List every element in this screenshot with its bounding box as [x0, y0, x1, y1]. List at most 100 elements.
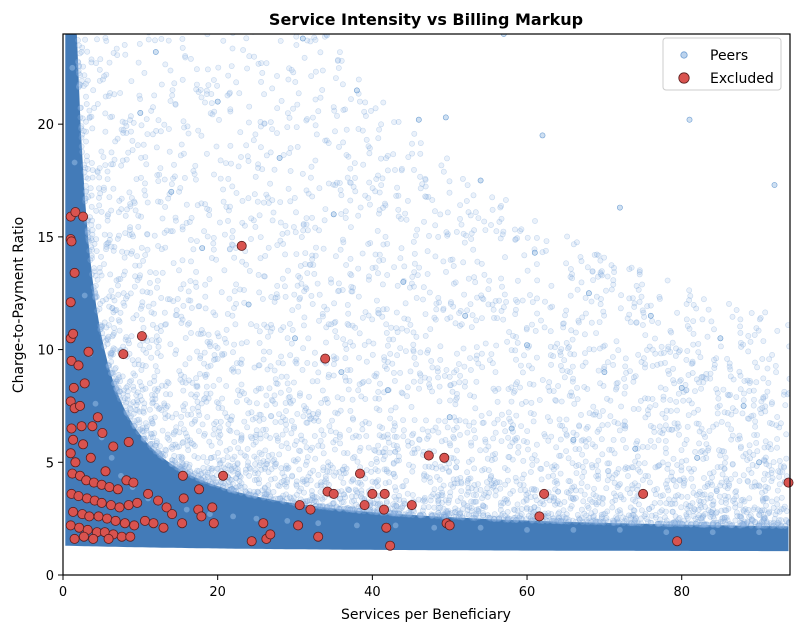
peers-point	[325, 463, 331, 470]
peers-point	[342, 377, 349, 384]
peers-point	[785, 519, 790, 526]
peers-point	[129, 420, 136, 427]
peers-point	[121, 254, 128, 261]
peers-point	[101, 343, 108, 350]
peers-point	[109, 347, 116, 354]
peers-point	[697, 449, 704, 455]
peers-point	[216, 376, 223, 383]
peers-point	[512, 236, 519, 243]
peers-point	[290, 105, 296, 112]
peers-point	[701, 296, 707, 303]
peers-point	[563, 339, 570, 346]
peers-point	[257, 234, 264, 240]
peers-point	[290, 397, 296, 404]
peers-point	[313, 131, 320, 138]
peers-point	[146, 406, 153, 413]
peers-point	[331, 319, 338, 326]
peers-point	[234, 470, 241, 477]
peers-point	[513, 334, 519, 340]
peers-point	[473, 352, 480, 359]
peers-point	[79, 115, 86, 122]
peers-point	[771, 182, 778, 188]
peers-point	[479, 420, 486, 426]
peers-point	[421, 494, 428, 501]
peers-point	[395, 206, 402, 213]
peers-point	[470, 491, 477, 498]
excluded-point	[294, 500, 305, 511]
peers-point	[365, 444, 372, 451]
peers-point	[267, 412, 274, 419]
peers-point	[311, 433, 318, 439]
peers-point	[106, 365, 113, 371]
peers-point	[740, 341, 746, 348]
peers-point	[726, 300, 732, 307]
peers-point	[442, 511, 449, 518]
excluded-point	[444, 520, 455, 531]
peers-point	[595, 252, 602, 259]
peers-point	[346, 377, 353, 384]
peers-point	[101, 186, 107, 193]
peers-point	[563, 448, 569, 454]
peers-point	[494, 398, 501, 405]
peers-point	[502, 516, 509, 523]
peers-point	[683, 356, 690, 363]
peers-point	[148, 354, 155, 361]
peers-point	[514, 434, 520, 441]
peers-point	[338, 192, 345, 199]
peers-point	[150, 104, 156, 111]
peers-point	[244, 446, 251, 452]
legend: Peers Excluded	[662, 37, 782, 91]
peers-point	[154, 277, 161, 284]
peers-point	[497, 507, 504, 513]
peers-point	[96, 66, 103, 73]
peers-point	[478, 350, 485, 357]
peers-point	[307, 261, 314, 268]
peers-point	[273, 291, 280, 297]
peers-point	[609, 504, 616, 511]
peers-point	[75, 13, 80, 18]
peers-point	[432, 222, 439, 229]
peers-point	[258, 451, 265, 458]
peers-point	[338, 57, 345, 64]
peers-point	[92, 290, 99, 297]
peers-point	[605, 467, 612, 474]
peers-point	[622, 355, 629, 362]
peers-point	[607, 413, 614, 420]
peers-point	[228, 63, 235, 69]
peers-point	[127, 203, 134, 210]
excluded-point	[96, 497, 107, 508]
peers-point	[416, 436, 422, 443]
peers-point	[159, 215, 166, 222]
peers-point	[597, 301, 604, 308]
peers-point	[318, 479, 324, 486]
peers-point	[108, 287, 115, 294]
peers-point	[723, 514, 730, 521]
peers-point	[571, 351, 578, 358]
peers-point	[601, 363, 608, 370]
peers-point	[179, 223, 186, 230]
peers-point	[252, 467, 259, 473]
peers-point	[312, 96, 319, 103]
peers-point	[668, 426, 675, 433]
peers-point	[717, 452, 724, 459]
peers-point	[462, 312, 469, 319]
peers-point	[278, 479, 285, 486]
peers-point	[746, 388, 753, 394]
peers-point	[299, 366, 306, 373]
peers-point	[76, 83, 82, 90]
peers-point	[161, 121, 168, 128]
peers-point	[410, 341, 417, 348]
peers-point	[710, 506, 716, 513]
peers-point	[657, 499, 664, 506]
peers-point	[531, 485, 537, 492]
peers-point	[531, 249, 538, 256]
peers-point	[718, 343, 724, 350]
peers-point	[143, 427, 150, 434]
peers-point	[116, 327, 123, 334]
excluded-point	[69, 267, 80, 278]
peers-point	[400, 433, 407, 440]
peers-point	[114, 52, 121, 58]
peers-point	[685, 412, 692, 418]
peers-point	[275, 359, 282, 366]
excluded-point	[78, 211, 89, 222]
